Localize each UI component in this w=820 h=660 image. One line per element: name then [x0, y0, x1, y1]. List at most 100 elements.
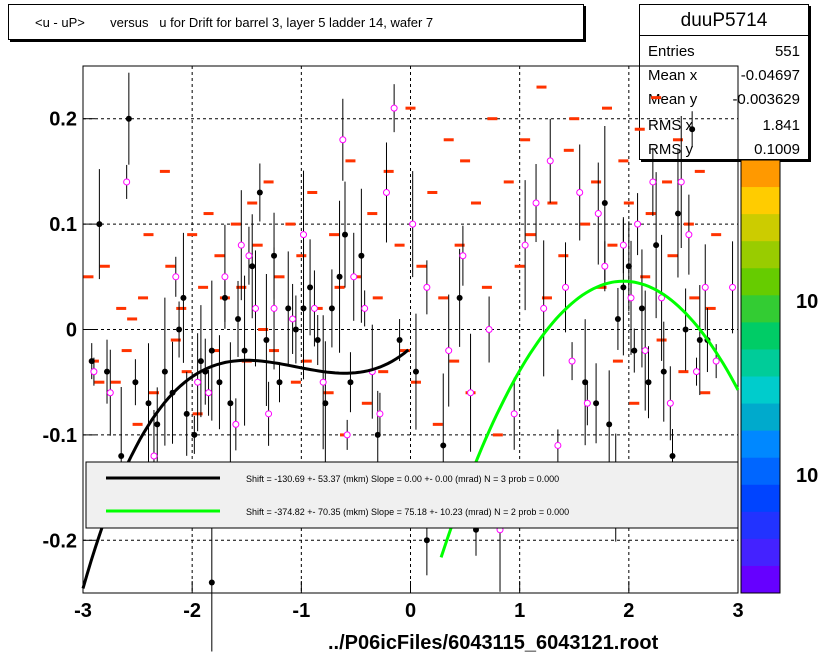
open-marker	[540, 304, 548, 312]
palette-swatch	[741, 565, 780, 594]
colz-bin	[258, 328, 269, 331]
stats-label: Mean x	[648, 67, 698, 84]
colz-bin	[127, 317, 138, 321]
colz-bin	[662, 180, 673, 184]
profile-point	[249, 263, 256, 270]
profile-point	[440, 442, 447, 449]
profile-point	[660, 368, 667, 375]
profile-point	[191, 431, 198, 438]
colz-bin	[689, 296, 700, 300]
open-marker	[568, 357, 576, 365]
open-marker	[554, 441, 562, 449]
open-marker	[376, 410, 384, 418]
profile-point	[674, 210, 681, 217]
profile-point	[256, 189, 263, 196]
open-marker	[310, 304, 318, 312]
open-marker	[729, 283, 737, 291]
colz-bin	[181, 370, 192, 374]
fit-curve-green	[439, 279, 740, 558]
profile-point	[216, 379, 223, 386]
colz-bin	[471, 201, 481, 205]
profile-point	[625, 263, 632, 270]
colz-bin	[361, 401, 372, 405]
colz-bin	[563, 148, 574, 152]
profile-point	[653, 242, 660, 249]
legend-box	[85, 461, 739, 529]
colz-bin	[612, 359, 623, 363]
profile-point	[412, 368, 419, 375]
plot-title-box: <u - uP> versus u for Drift for barrel 3…	[8, 4, 584, 40]
open-marker	[423, 283, 431, 291]
colz-bin	[427, 190, 438, 194]
open-marker	[677, 178, 685, 186]
open-marker	[361, 304, 369, 312]
palette-frame	[740, 159, 781, 594]
open-marker	[409, 220, 417, 228]
stats-label: Entries	[648, 43, 695, 60]
palette-swatch	[741, 268, 780, 296]
palette-label: 10	[796, 465, 818, 487]
colz-bin	[323, 391, 334, 395]
x-tick-label: 3	[732, 600, 743, 622]
profile-point	[197, 358, 204, 365]
profile-point	[423, 537, 430, 544]
colz-bin	[645, 212, 656, 216]
colz-bin	[438, 296, 449, 300]
open-marker	[532, 199, 540, 207]
open-marker	[634, 220, 642, 228]
colz-bin	[121, 349, 132, 353]
open-marker	[601, 262, 609, 270]
profile-point	[183, 410, 190, 417]
colz-bin	[372, 296, 383, 300]
open-marker	[205, 389, 213, 397]
profile-point	[241, 347, 248, 354]
open-marker	[232, 420, 240, 428]
colz-bin	[596, 285, 607, 289]
stats-value: 551	[774, 43, 800, 60]
colz-bin	[159, 169, 170, 173]
open-marker	[510, 410, 518, 418]
open-marker	[150, 452, 158, 460]
profile-point	[328, 305, 335, 312]
colz-bin	[520, 138, 531, 142]
colz-bin	[367, 212, 378, 216]
profile-point	[358, 252, 365, 259]
open-marker	[265, 410, 273, 418]
open-marker	[467, 389, 475, 397]
stats-label: RMS x	[648, 117, 693, 134]
profile-point	[292, 326, 299, 333]
profile-point	[601, 200, 608, 207]
profile-point	[176, 326, 183, 333]
open-marker	[445, 347, 453, 355]
colz-bin	[345, 159, 356, 163]
colz-bin	[558, 254, 569, 258]
source-file-label: ../P06icFiles/6043115_6043121.root	[328, 632, 659, 654]
open-marker	[666, 399, 674, 407]
colz-bin	[487, 117, 498, 121]
palette-swatch	[741, 538, 780, 567]
colz-bin	[400, 349, 411, 353]
colz-bin	[602, 106, 612, 110]
profile-point	[682, 326, 689, 333]
open-marker	[270, 304, 278, 312]
colz-bin	[116, 306, 127, 310]
colz-bin	[541, 296, 552, 300]
colz-bin	[640, 275, 651, 279]
profile-point	[347, 379, 354, 386]
profile-point	[276, 379, 283, 386]
profile-point	[263, 337, 270, 344]
stats-value: -0.003629	[732, 91, 800, 108]
colz-bin	[187, 233, 198, 237]
colz-bin	[711, 233, 722, 237]
open-marker	[641, 347, 649, 355]
legend-entry: Shift = -130.69 +- 53.37 (mkm) Slope = 0…	[246, 474, 559, 484]
open-marker	[546, 157, 554, 165]
profile-point	[396, 337, 403, 344]
profile-point	[631, 347, 638, 354]
colz-bin	[394, 243, 405, 247]
colz-bin	[678, 370, 689, 374]
colz-bin	[110, 380, 121, 384]
open-marker	[319, 378, 327, 386]
colz-bin	[290, 380, 301, 384]
colz-bin	[607, 243, 618, 247]
